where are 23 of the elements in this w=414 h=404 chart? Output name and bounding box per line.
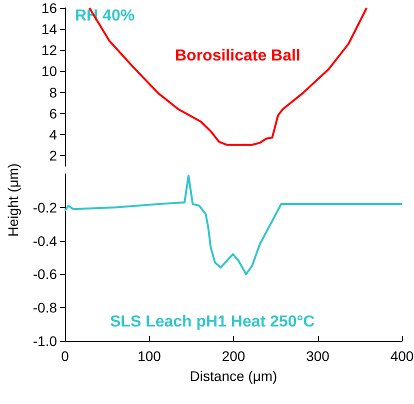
y-tick-label: -1.0 [32,333,58,349]
y-tick-label: -0.2 [32,199,58,216]
x-axis-title: Distance (μm) [190,368,278,384]
y-tick-label: 4 [49,126,58,142]
y-tick-label: 8 [49,84,58,100]
y-axis-title: Height (μm) [5,163,21,237]
text: SLS Leach pH1 Heat 250°C [110,314,316,330]
x-tick-label: 200 [222,348,246,364]
y-tick-label: 16 [41,0,58,16]
y-tick-label: 2 [49,147,58,164]
y-tick-label: -0.6 [32,266,58,282]
x-tick-label: 300 [306,348,330,364]
line-series [64,174,403,276]
y-tick-label: 10 [41,63,58,80]
y-tick-label: 12 [41,42,58,58]
y-tick-label: 14 [41,21,58,38]
series-label: Borosilicate Ball [175,48,300,64]
x-tick-label: 0 [61,348,70,364]
y-tick-label: -0.8 [32,300,58,316]
y-tick-label: 6 [49,105,58,122]
x-tick-label: 400 [390,348,414,364]
y-tick-label: -0.4 [32,232,58,249]
x-tick-label: 100 [138,348,162,364]
